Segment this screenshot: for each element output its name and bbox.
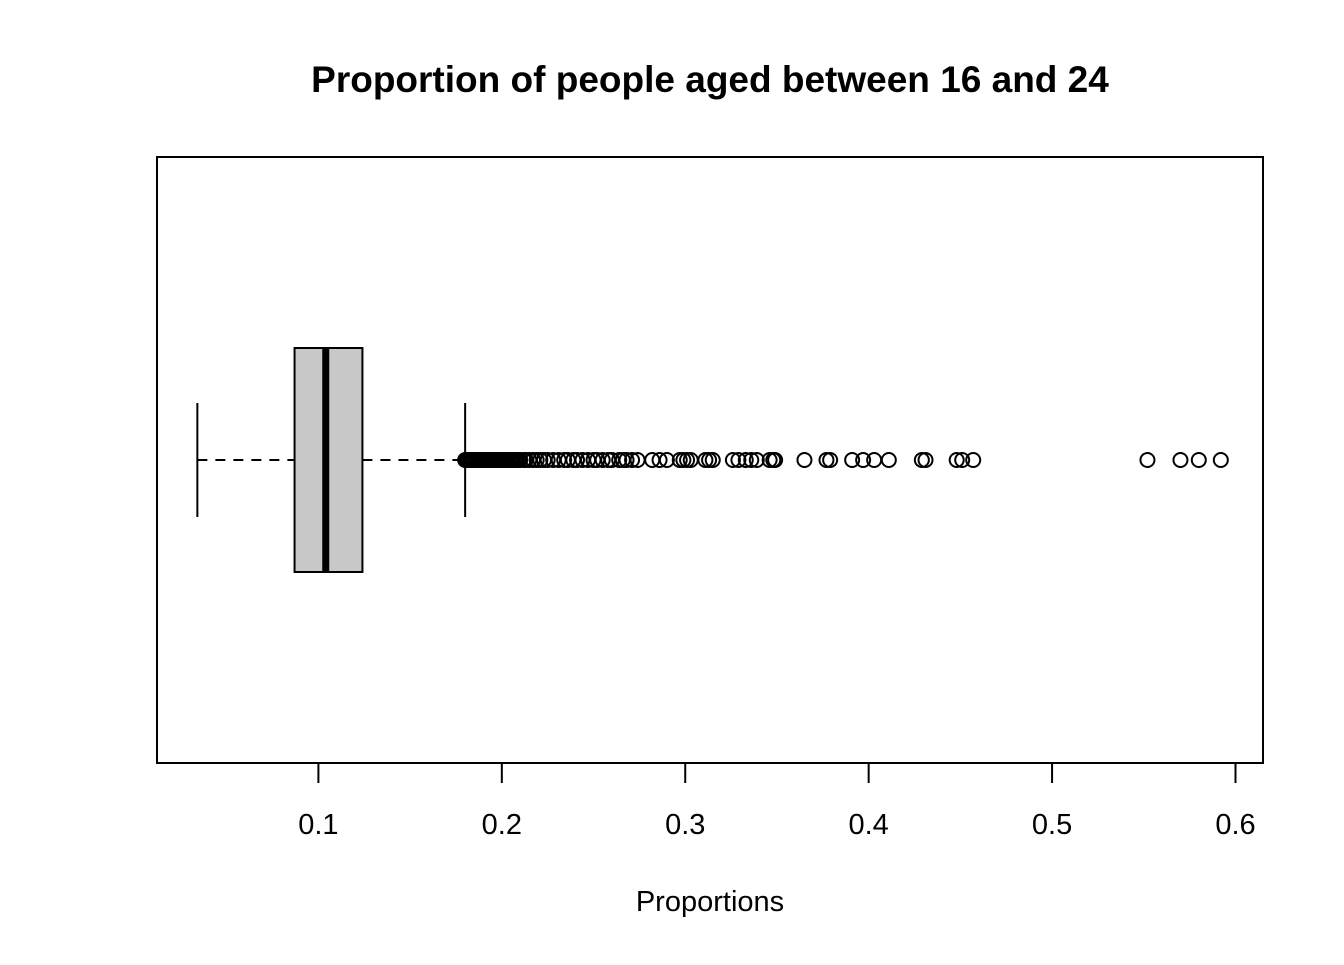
chart-marks	[196, 347, 1229, 573]
outlier-point	[965, 452, 982, 468]
x-tick-label: 0.6	[1215, 809, 1255, 841]
outlier-point	[704, 452, 721, 468]
outlier-point	[748, 452, 765, 468]
outlier-point	[724, 452, 741, 468]
outlier-point	[651, 452, 668, 468]
outlier-point	[743, 452, 760, 468]
outlier-point	[737, 452, 754, 468]
x-tick-label: 0.5	[1032, 809, 1072, 841]
outlier-point	[954, 452, 971, 468]
x-tick-label: 0.3	[665, 809, 705, 841]
outlier-point	[1212, 452, 1229, 468]
outlier-point	[1190, 452, 1207, 468]
outlier-point	[618, 452, 635, 468]
outlier-point	[880, 452, 897, 468]
chart-title: Proportion of people aged between 16 and…	[311, 59, 1109, 100]
outlier-point	[569, 452, 586, 468]
outlier-point	[822, 452, 839, 468]
outlier-point	[658, 452, 675, 468]
x-axis: 0.1 0.2 0.3 0.4 0.5 0.6	[298, 762, 1256, 841]
outlier-point	[796, 452, 813, 468]
x-tick-label: 0.2	[482, 809, 522, 841]
outlier-point	[730, 452, 747, 468]
x-axis-label: Proportions	[636, 886, 784, 918]
outlier-point	[948, 452, 965, 468]
x-tick-label: 0.1	[298, 809, 338, 841]
outlier-point	[539, 452, 556, 468]
outlier-point	[594, 452, 611, 468]
outlier-point	[624, 452, 641, 468]
x-tick-label: 0.4	[848, 809, 888, 841]
outlier-point	[917, 452, 934, 468]
outlier-point	[1172, 452, 1189, 468]
outlier-point	[855, 452, 872, 468]
outlier-point	[767, 452, 784, 468]
outlier-point	[1139, 452, 1156, 468]
outlier-point	[844, 452, 861, 468]
